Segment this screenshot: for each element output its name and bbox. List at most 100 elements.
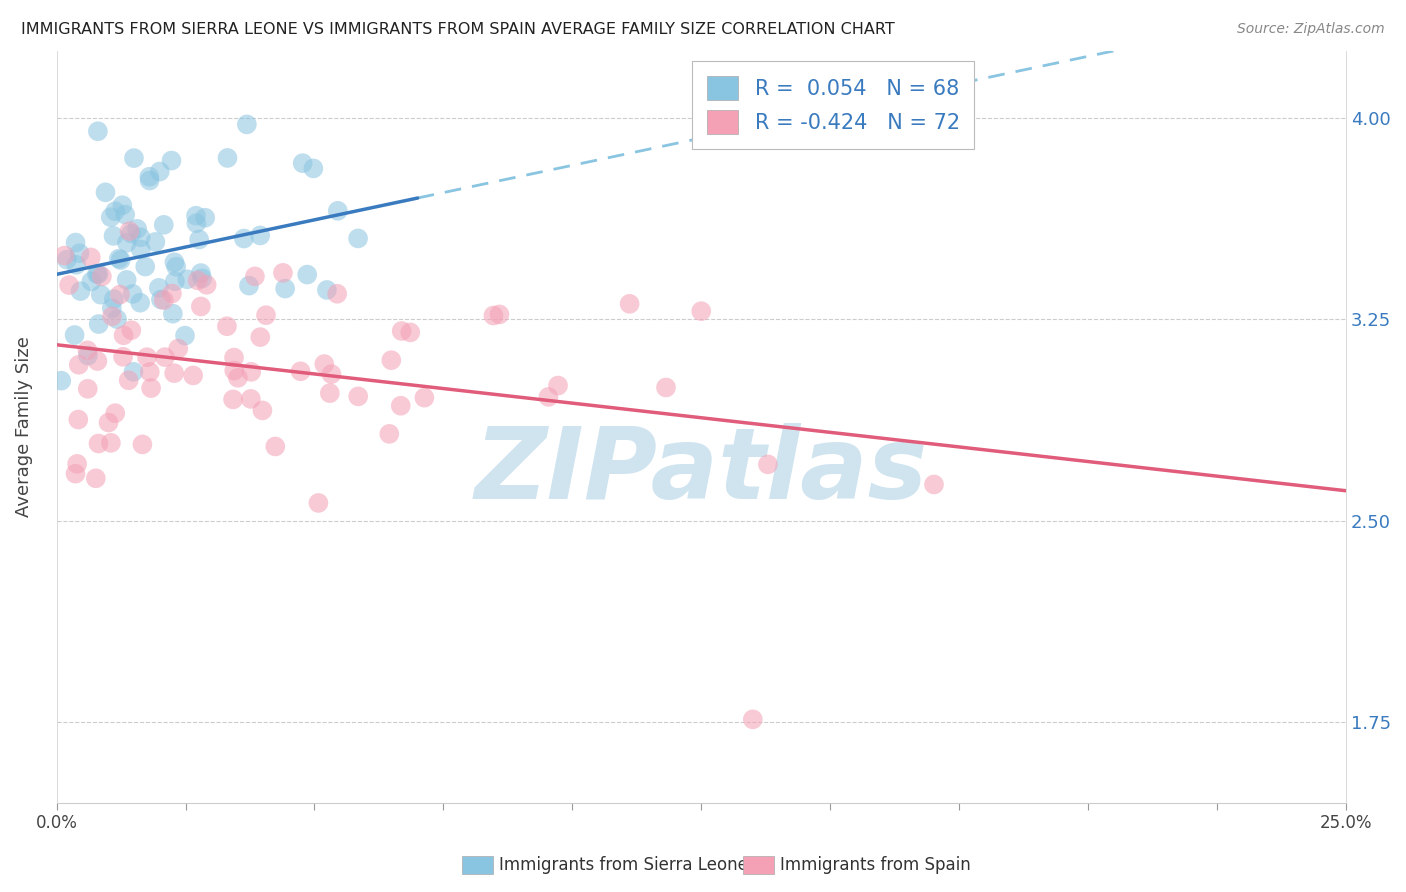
Point: [195, 277, 218, 292]
Point: [87, 317, 110, 331]
Point: [537, 390, 560, 404]
Point: [66, 457, 89, 471]
Point: [194, 211, 217, 225]
Point: [167, 342, 190, 356]
Point: [149, 164, 172, 178]
Point: [100, 435, 122, 450]
Point: [316, 283, 339, 297]
Point: [120, 227, 142, 241]
Point: [181, 368, 204, 383]
Point: [321, 367, 343, 381]
Point: [86, 267, 108, 281]
Point: [239, 392, 262, 406]
Point: [100, 210, 122, 224]
Point: [307, 496, 329, 510]
Point: [347, 231, 370, 245]
Point: [127, 222, 149, 236]
Point: [129, 243, 152, 257]
Point: [138, 173, 160, 187]
Point: [120, 323, 142, 337]
Point: [80, 251, 103, 265]
Point: [65, 235, 87, 250]
Point: [347, 389, 370, 403]
Point: [108, 287, 131, 301]
Point: [69, 246, 91, 260]
Point: [547, 378, 569, 392]
Point: [274, 281, 297, 295]
Legend: R =  0.054   N = 68, R = -0.424   N = 72: R = 0.054 N = 68, R = -0.424 N = 72: [692, 61, 974, 149]
Point: [101, 301, 124, 316]
Point: [655, 380, 678, 394]
Text: Source: ZipAtlas.com: Source: ZipAtlas.com: [1237, 22, 1385, 37]
Point: [378, 426, 401, 441]
Point: [152, 218, 174, 232]
Point: [756, 458, 779, 472]
Point: [121, 286, 143, 301]
Point: [249, 228, 271, 243]
Point: [90, 269, 112, 284]
Point: [139, 381, 162, 395]
Point: [67, 358, 90, 372]
Point: [76, 382, 98, 396]
Point: [215, 319, 238, 334]
Point: [186, 216, 208, 230]
Point: [145, 235, 167, 249]
Point: [217, 151, 239, 165]
Point: [97, 416, 120, 430]
Point: [114, 208, 136, 222]
Point: [103, 228, 125, 243]
Point: [69, 284, 91, 298]
Point: [413, 391, 436, 405]
Point: [326, 286, 349, 301]
Point: [176, 272, 198, 286]
Point: [295, 268, 318, 282]
Point: [190, 300, 212, 314]
Point: [240, 365, 263, 379]
Point: [160, 286, 183, 301]
Point: [77, 349, 100, 363]
Text: Immigrants from Sierra Leone: Immigrants from Sierra Leone: [499, 856, 748, 874]
Point: [380, 353, 402, 368]
Point: [314, 357, 336, 371]
Point: [291, 156, 314, 170]
Y-axis label: Average Family Size: Average Family Size: [15, 336, 32, 517]
Point: [174, 328, 197, 343]
Point: [271, 266, 294, 280]
Point: [65, 467, 87, 481]
Point: [90, 287, 112, 301]
Point: [165, 260, 187, 274]
Point: [80, 275, 103, 289]
Point: [110, 253, 132, 268]
Point: [619, 297, 641, 311]
Point: [302, 161, 325, 176]
Point: [101, 310, 124, 324]
Point: [922, 477, 945, 491]
Point: [105, 312, 128, 326]
Point: [319, 386, 342, 401]
Point: [252, 403, 274, 417]
Point: [129, 230, 152, 244]
Point: [139, 365, 162, 379]
Point: [191, 271, 214, 285]
Point: [104, 204, 127, 219]
Point: [87, 124, 110, 138]
Point: [122, 365, 145, 379]
Point: [148, 281, 170, 295]
Point: [87, 436, 110, 450]
Point: [111, 198, 134, 212]
Point: [149, 293, 172, 307]
Point: [76, 343, 98, 358]
Point: [249, 330, 271, 344]
Point: [63, 328, 86, 343]
Point: [224, 363, 246, 377]
Point: [190, 266, 212, 280]
Point: [152, 293, 174, 307]
Point: [222, 351, 245, 365]
Point: [741, 712, 763, 726]
Point: [58, 278, 80, 293]
Point: [232, 231, 254, 245]
Point: [163, 366, 186, 380]
Point: [153, 350, 176, 364]
Point: [222, 392, 245, 407]
Point: [138, 169, 160, 184]
